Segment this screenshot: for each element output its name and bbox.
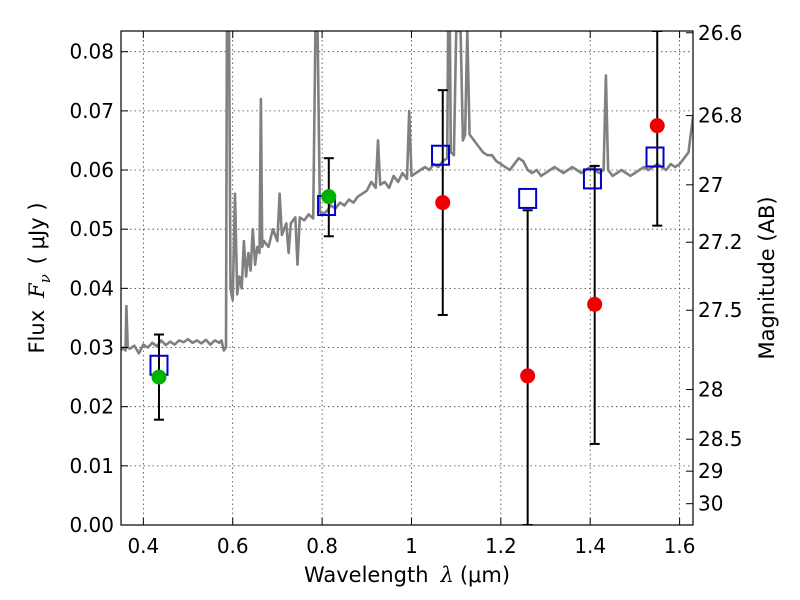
y2-tick-label: 28.5	[698, 427, 743, 451]
y-tick-label: 0.00	[69, 513, 114, 537]
y-tick-label: 0.05	[69, 217, 114, 241]
model-photometry-point	[518, 187, 538, 209]
y-tick-label: 0.06	[69, 158, 114, 182]
y-tick-label: 0.03	[69, 336, 114, 360]
sed-model-line	[121, 31, 693, 355]
x-tick-label: 0.4	[127, 534, 159, 558]
axis-ticks	[121, 31, 693, 526]
x-tick-label: 0.6	[217, 534, 249, 558]
detection-point	[321, 189, 337, 205]
x-tick-label: 1	[405, 534, 418, 558]
y2-tick-labels: 26.6 26.8 27 27.2 27.5 28 28.5 29 30	[698, 21, 743, 516]
y2-tick-label: 26.8	[698, 104, 743, 128]
low-sn-point	[587, 296, 603, 312]
x-tick-labels: 0.4 0.6 0.8 1 1.2 1.4 1.6	[127, 534, 695, 558]
plot-frame	[120, 30, 694, 526]
y-axis-label: FluxFν( μJy )	[25, 202, 54, 353]
y2-tick-label: 28	[698, 378, 723, 402]
y-tick-label: 0.04	[69, 276, 114, 300]
low-sn-point	[649, 118, 665, 134]
y-tick-label: 0.01	[69, 454, 114, 478]
y2-axis-label: Magnitude (AB)	[755, 196, 779, 359]
y2-tick-label: 30	[698, 492, 723, 516]
model-photometry-point	[645, 146, 665, 168]
x-tick-label: 1.6	[664, 534, 696, 558]
model-photometry-point	[582, 168, 602, 190]
y-tick-labels: 0.00 0.01 0.02 0.03 0.04 0.05 0.06 0.07 0.08	[69, 40, 114, 537]
y2-tick-label: 29	[698, 459, 723, 483]
y2-tick-label: 27.2	[698, 230, 743, 254]
y2-tick-label: 27	[698, 173, 723, 197]
x-tick-label: 1.4	[574, 534, 606, 558]
low-sn-point	[435, 195, 451, 211]
low-sn-point	[520, 368, 536, 384]
y2-tick-label: 26.6	[698, 21, 743, 45]
detection-point	[151, 369, 167, 385]
x-tick-label: 0.8	[306, 534, 338, 558]
model-photometry-points	[149, 144, 665, 376]
y-tick-label: 0.08	[69, 40, 114, 64]
y-tick-label: 0.07	[69, 99, 114, 123]
y-tick-label: 0.02	[69, 395, 114, 419]
x-tick-label: 1.2	[485, 534, 517, 558]
x-axis-label: Wavelength λ (μm)	[304, 563, 510, 587]
model-photometry-point	[431, 144, 451, 166]
y2-tick-label: 27.5	[698, 298, 743, 322]
observed-points	[151, 118, 665, 385]
